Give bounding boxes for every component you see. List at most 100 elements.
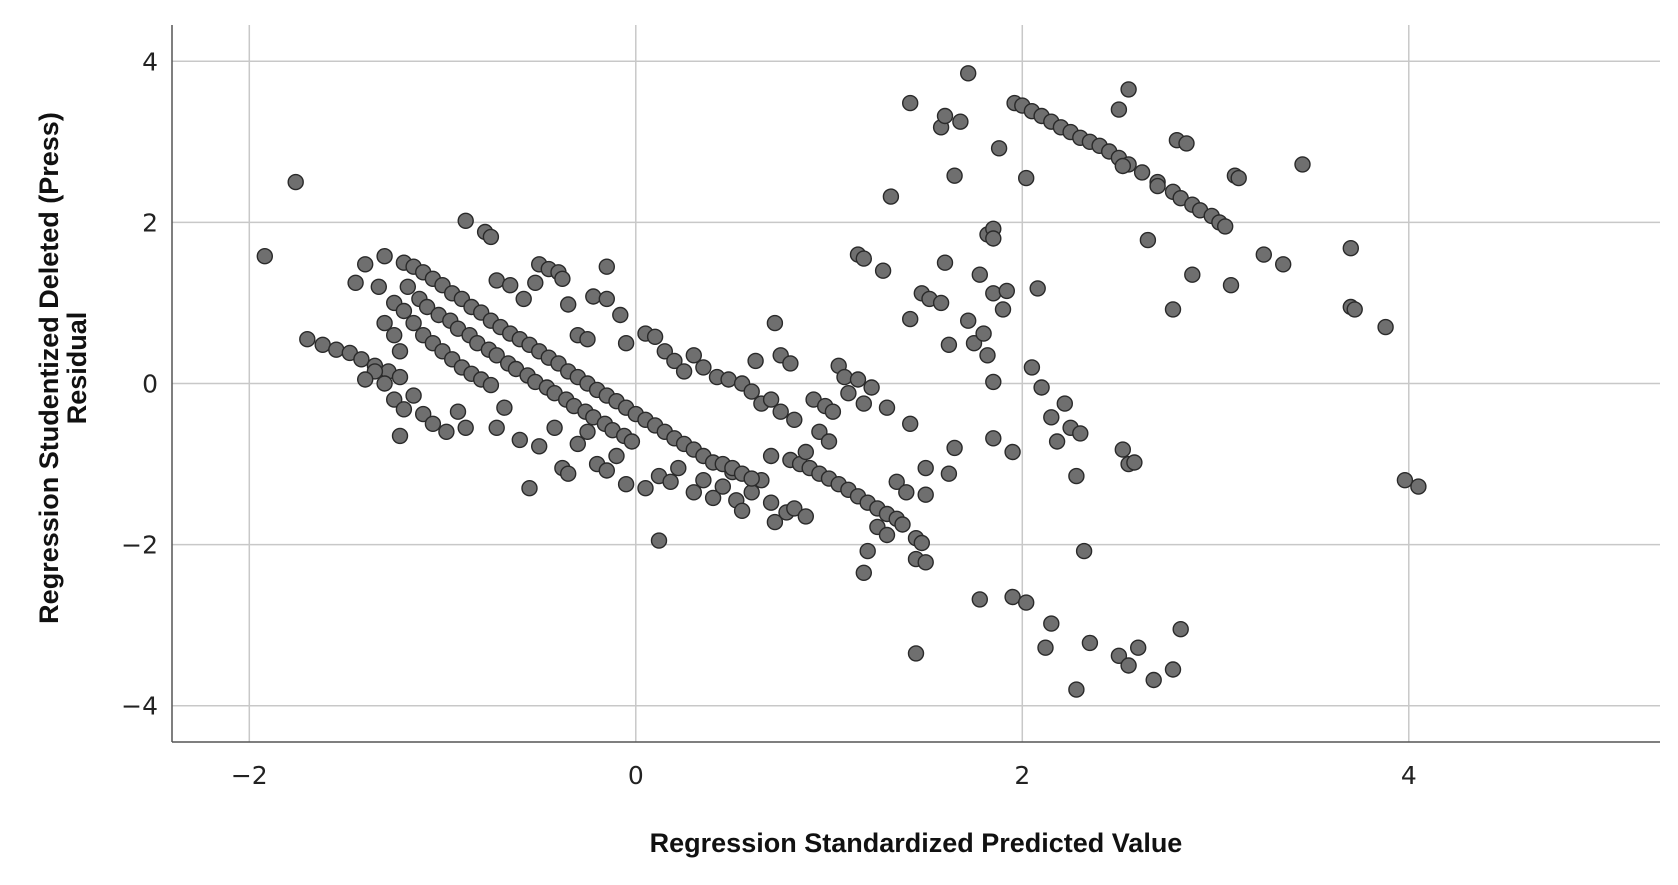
data-point xyxy=(1346,301,1363,318)
data-point xyxy=(585,288,602,305)
data-point xyxy=(743,383,760,400)
data-point xyxy=(1017,169,1035,187)
data-point xyxy=(502,277,519,294)
data-point xyxy=(762,447,780,465)
data-point xyxy=(370,278,387,295)
data-point xyxy=(1178,135,1195,152)
data-point xyxy=(985,230,1002,247)
data-point xyxy=(1230,169,1247,187)
data-point xyxy=(1075,542,1093,560)
data-point xyxy=(662,473,679,490)
data-point xyxy=(1072,425,1089,442)
axes xyxy=(171,25,1660,743)
y-axis-title-line-1: Regression Studentized Deleted (Press) xyxy=(34,112,64,624)
data-point xyxy=(386,391,403,408)
data-point xyxy=(1120,657,1137,674)
y-axis-title: Regression Studentized Deleted (Press) R… xyxy=(34,112,92,624)
data-point xyxy=(1120,81,1137,98)
data-point xyxy=(1274,256,1292,273)
data-point xyxy=(579,331,596,348)
data-point xyxy=(766,513,784,531)
data-point xyxy=(579,423,596,440)
data-point xyxy=(1043,615,1060,632)
data-point xyxy=(457,212,474,230)
data-point xyxy=(511,431,528,449)
data-point xyxy=(782,355,799,372)
data-point xyxy=(1172,621,1189,638)
data-point xyxy=(766,314,784,332)
y-axis-title-line-2: Residual xyxy=(62,312,92,425)
data-point xyxy=(670,459,687,477)
data-point xyxy=(695,472,712,489)
data-point xyxy=(488,419,505,436)
data-point xyxy=(836,368,853,386)
data-point xyxy=(1004,588,1021,606)
data-point xyxy=(617,476,635,493)
data-point xyxy=(743,470,760,487)
data-point xyxy=(902,94,919,112)
data-point xyxy=(849,371,867,388)
data-point xyxy=(797,443,814,461)
data-point xyxy=(623,433,641,450)
data-point xyxy=(357,371,374,388)
data-point xyxy=(438,423,455,440)
data-point xyxy=(449,403,467,420)
data-point xyxy=(531,438,548,455)
data-point xyxy=(952,113,969,130)
data-point xyxy=(772,403,789,420)
data-point xyxy=(985,373,1002,391)
data-point xyxy=(569,435,586,453)
data-point xyxy=(395,302,413,320)
data-point xyxy=(405,314,422,332)
data-point xyxy=(554,270,571,287)
data-point xyxy=(894,516,911,533)
data-point xyxy=(902,310,919,328)
data-point xyxy=(1145,671,1162,689)
data-point xyxy=(650,532,668,549)
data-point xyxy=(907,645,925,662)
data-point xyxy=(840,385,857,402)
data-point xyxy=(391,368,409,386)
data-point xyxy=(1255,246,1273,263)
data-point xyxy=(1037,639,1054,656)
data-point xyxy=(347,274,364,291)
data-point xyxy=(863,379,880,396)
data-point xyxy=(1129,639,1147,656)
data-point xyxy=(762,494,780,511)
data-point xyxy=(1068,681,1085,698)
data-point xyxy=(786,411,803,428)
data-point xyxy=(1164,301,1182,318)
data-point xyxy=(747,352,764,370)
data-point xyxy=(1184,266,1201,283)
data-point xyxy=(1377,318,1394,336)
data-point xyxy=(797,508,814,525)
data-points xyxy=(256,65,1427,698)
data-point xyxy=(902,415,919,432)
data-point xyxy=(811,423,828,440)
data-point xyxy=(1029,280,1046,297)
data-point xyxy=(878,526,896,544)
data-point xyxy=(415,405,432,423)
data-point xyxy=(608,447,625,465)
data-point xyxy=(488,347,505,364)
data-point xyxy=(527,274,544,291)
data-point xyxy=(685,347,702,364)
data-point xyxy=(1056,395,1074,412)
data-point xyxy=(704,489,722,507)
data-point xyxy=(1081,634,1099,652)
data-point xyxy=(1033,379,1050,396)
data-point xyxy=(960,65,977,82)
y-tick-label: 4 xyxy=(142,47,158,76)
data-point xyxy=(917,554,934,571)
data-point xyxy=(1023,359,1041,376)
data-point xyxy=(617,335,635,352)
data-point xyxy=(917,459,934,477)
data-point xyxy=(985,285,1002,302)
data-point xyxy=(482,228,500,246)
data-point xyxy=(637,480,654,497)
data-point xyxy=(695,359,712,376)
data-point xyxy=(960,312,977,329)
data-point xyxy=(985,430,1002,447)
data-point xyxy=(656,343,673,360)
data-point xyxy=(936,254,954,271)
